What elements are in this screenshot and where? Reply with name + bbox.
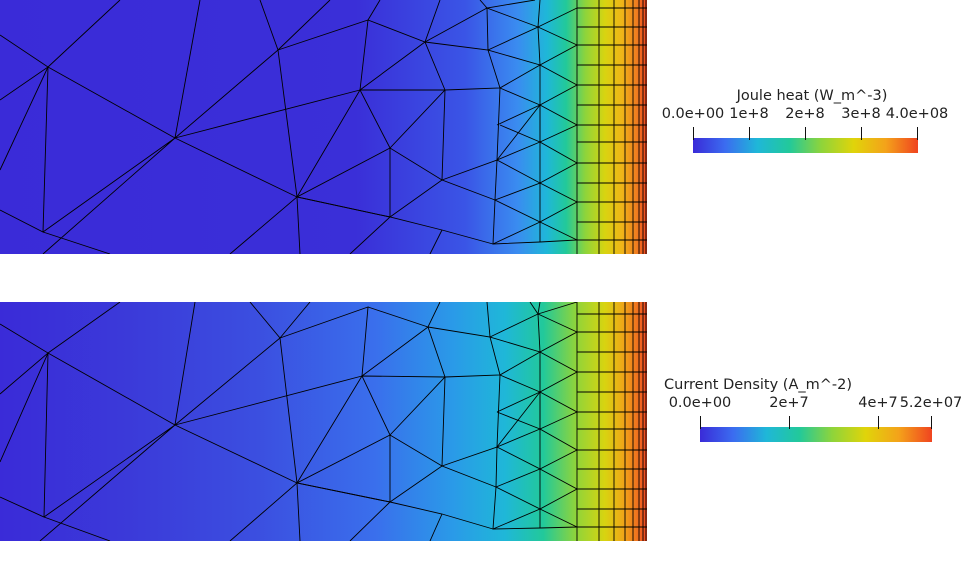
joule-heat-tick-mark	[693, 127, 694, 140]
joule-heat-colorbar-title: Joule heat (W_m^-3)	[736, 88, 888, 104]
joule-heat-tick-mark	[917, 127, 918, 140]
current-density-colorbar-title: Current Density (A_m^-2)	[664, 377, 853, 393]
joule-heat-color-field	[0, 0, 647, 254]
joule-heat-tick-mark	[805, 127, 806, 140]
current-density-tick-mark	[931, 416, 932, 429]
joule-heat-tick-label: 0.0e+00	[661, 106, 725, 122]
joule-heat-tick-label: 2e+8	[785, 106, 825, 122]
current-density-tick-mark	[878, 416, 879, 429]
joule-heat-tick-label: 1e+8	[729, 106, 769, 122]
current-density-tick-label: 2e+7	[769, 395, 809, 411]
joule-heat-tick-mark	[861, 127, 862, 140]
current-density-tick-mark	[789, 416, 790, 429]
current-density-field-plot	[0, 302, 647, 541]
current-density-mesh-lines	[0, 302, 647, 541]
joule-heat-color-scale	[693, 138, 918, 153]
current-density-color-scale	[700, 427, 932, 442]
joule-heat-field-plot	[0, 0, 647, 254]
current-density-colorbar: Current Density (A_m^-2) 0.0e+00 2e+7 4e+7…	[664, 377, 961, 447]
joule-heat-mesh-lines	[0, 0, 647, 254]
current-density-color-field	[0, 302, 647, 541]
joule-heat-tick-label: 3e+8	[841, 106, 881, 122]
current-density-tick-mark	[700, 416, 701, 429]
current-density-mesh-view[interactable]	[0, 302, 647, 541]
current-density-tick-label: 0.0e+00	[668, 395, 732, 411]
current-density-tick-label: 5.2e+07	[899, 395, 961, 411]
joule-heat-tick-label: 4.0e+08	[885, 106, 949, 122]
joule-heat-mesh-view[interactable]	[0, 0, 647, 254]
current-density-tick-label: 4e+7	[858, 395, 898, 411]
joule-heat-tick-mark	[749, 127, 750, 140]
joule-heat-colorbar: Joule heat (W_m^-3) 0.0e+00 1e+8 2e+8 3e+8 4…	[661, 88, 960, 158]
